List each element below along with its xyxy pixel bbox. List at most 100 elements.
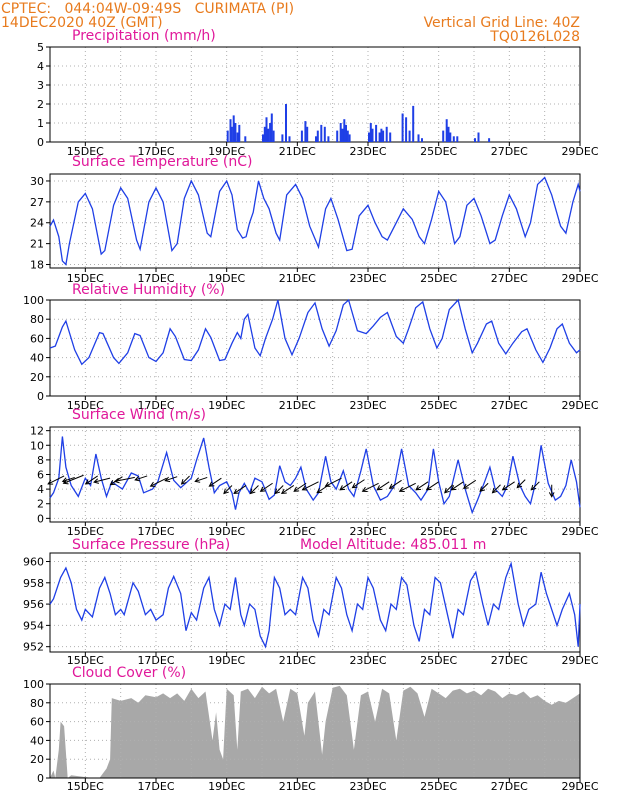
panel-title: Precipitation (mm/h) (72, 28, 216, 44)
x-tick-label: 15DEC (67, 399, 104, 412)
wind-vector (302, 481, 319, 491)
wind-vector (399, 482, 416, 492)
wind-arrowhead (425, 485, 432, 491)
y-tick-label: 958 (23, 577, 44, 590)
wind-arrowhead (109, 480, 116, 486)
series-line (49, 298, 581, 366)
precip-bar (316, 130, 319, 142)
panel-0: Precipitation (mm/h) 0 1 2 3 4 5 15DEC 17DEC 19DE… (37, 28, 599, 158)
precip-bar (380, 128, 383, 142)
x-tick-label: 29DEC (561, 272, 598, 285)
x-tick-label: 17DEC (137, 780, 174, 793)
panel-title: Surface Pressure (hPa) (72, 537, 230, 553)
wind-arrowhead (93, 478, 100, 484)
y-tick-label: 100 (23, 678, 44, 691)
panel-frame (49, 426, 581, 523)
y-tick-label: 18 (30, 259, 44, 272)
wind-arrowhead (274, 488, 281, 495)
y-tick-label: 20 (30, 371, 44, 384)
precip-bar (270, 113, 273, 142)
panel-frame (49, 552, 581, 653)
x-tick-label: 17DEC (137, 145, 174, 158)
y-tick-label: 4 (37, 60, 44, 73)
panel-4: Surface Pressure (hPa) Model Altitude: 48… (23, 537, 599, 667)
wind-arrowhead (324, 481, 331, 487)
wind-arrowhead (491, 487, 498, 494)
precip-bar (442, 130, 445, 142)
wind-vector (352, 479, 365, 489)
wind-arrowhead (316, 488, 323, 494)
wind-vector (260, 482, 273, 492)
precip-bar (304, 121, 307, 142)
header-grid-line: Vertical Grid Line: 40Z (424, 15, 580, 31)
wind-arrowhead (180, 479, 187, 485)
x-tick-label: 29DEC (561, 654, 598, 667)
panel-title: Cloud Cover (%) (72, 665, 186, 681)
precip-bar (323, 126, 326, 142)
cloud-cover-area (50, 685, 580, 778)
precip-bar (234, 123, 237, 142)
y-tick-label: 60 (30, 716, 44, 729)
x-tick-label: 29DEC (561, 525, 598, 538)
wind-arrowhead (149, 481, 156, 487)
wind-vector (463, 479, 477, 489)
wind-arrowhead (376, 485, 383, 491)
panel-title: Surface Wind (m/s) (72, 407, 206, 423)
precip-bar (401, 113, 404, 142)
panel-annotation: Model Altitude: 485.011 m (300, 537, 486, 553)
wind-vector (150, 477, 167, 487)
precip-bar (306, 126, 309, 142)
precip-bar (285, 104, 287, 142)
wind-arrowhead (444, 487, 450, 494)
x-tick-label: 15DEC (67, 272, 104, 285)
wind-vector (426, 481, 439, 491)
precip-bar (477, 132, 480, 142)
x-tick-label: 29DEC (561, 145, 598, 158)
x-tick-label: 23DEC (349, 654, 386, 667)
header-model: TQ0126L028 (489, 29, 580, 45)
x-tick-label: 17DEC (137, 399, 174, 412)
x-tick-label: 27DEC (491, 654, 528, 667)
wind-vector (223, 485, 233, 494)
wind-arrowhead (301, 485, 308, 491)
precip-bar (238, 124, 241, 142)
y-tick-label: 952 (23, 641, 44, 654)
wind-arrowhead (548, 492, 555, 498)
wind-vector (389, 479, 402, 489)
precip-bar (452, 136, 455, 142)
precip-bar (265, 117, 268, 142)
x-tick-label: 27DEC (491, 525, 528, 538)
wind-arrowhead (223, 488, 229, 495)
wind-arrowhead (501, 485, 508, 491)
precip-bar (369, 123, 372, 142)
y-tick-label: 954 (23, 619, 44, 632)
wind-vector (325, 477, 342, 487)
y-tick-label: 5 (37, 41, 44, 54)
wind-vector (85, 475, 98, 485)
x-tick-label: 15DEC (67, 145, 104, 158)
precip-bar (263, 126, 266, 142)
wind-arrowhead (351, 482, 358, 489)
panel-1: Surface Temperature (nC) 18 21 24 27 30 15DEC 1… (30, 154, 599, 285)
wind-vector (63, 474, 84, 484)
panel-frame (49, 173, 581, 269)
y-tick-label: 2 (37, 498, 44, 511)
x-tick-label: 25DEC (420, 780, 457, 793)
precip-bar (368, 132, 370, 142)
precip-bar (382, 130, 385, 142)
precip-bar (345, 124, 347, 142)
wind-vector (376, 481, 390, 491)
y-tick-label: 0 (37, 772, 44, 785)
precip-bar (236, 132, 239, 142)
x-tick-label: 19DEC (208, 145, 245, 158)
x-tick-label: 25DEC (420, 654, 457, 667)
wind-vector (93, 477, 111, 483)
precip-bar (244, 136, 247, 142)
y-tick-label: 1 (37, 117, 44, 130)
precip-bar (405, 117, 408, 142)
wind-vector (479, 482, 489, 492)
precip-bar (232, 115, 235, 142)
wind-vector (165, 476, 178, 482)
x-tick-label: 23DEC (349, 780, 386, 793)
